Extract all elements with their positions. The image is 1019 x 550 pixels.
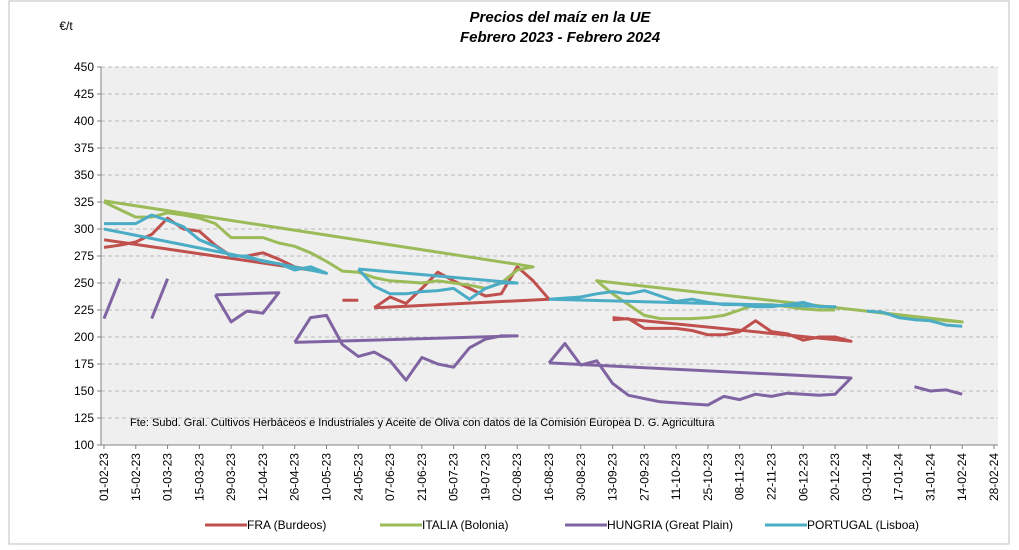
series-line bbox=[914, 385, 963, 396]
x-tick-label: 13-09-23 bbox=[606, 453, 620, 501]
y-tick-label: 125 bbox=[74, 411, 94, 425]
x-tick-label: 06-12-23 bbox=[796, 453, 810, 501]
x-tick-label: 28-02-24 bbox=[987, 453, 1001, 501]
legend-label: PORTUGAL (Lisboa) bbox=[807, 518, 919, 532]
series-line bbox=[548, 289, 837, 309]
series-line bbox=[103, 213, 328, 275]
y-tick-label: 450 bbox=[74, 60, 94, 74]
x-tick-label: 29-03-23 bbox=[224, 453, 238, 501]
chart-title: Precios del maíz en la UE bbox=[470, 9, 652, 26]
x-tick-label: 17-01-24 bbox=[892, 453, 906, 501]
x-tick-label: 08-11-23 bbox=[733, 453, 747, 500]
y-tick-label: 200 bbox=[74, 330, 94, 344]
y-tick-label: 150 bbox=[74, 384, 94, 398]
x-tick-label: 14-02-24 bbox=[955, 453, 969, 501]
series-line bbox=[214, 291, 281, 324]
x-tick-label: 10-05-23 bbox=[320, 453, 334, 501]
x-tick-label: 25-10-23 bbox=[701, 453, 715, 501]
y-tick-label: 100 bbox=[74, 438, 94, 452]
y-tick-label: 325 bbox=[74, 195, 94, 209]
y-tick-label: 175 bbox=[74, 357, 94, 371]
x-tick-label: 22-11-23 bbox=[765, 453, 779, 500]
source-note: Fte: Subd. Gral. Cultivos Herbáceos e In… bbox=[130, 417, 715, 429]
series-line bbox=[866, 309, 963, 328]
y-axis-label: €/t bbox=[59, 19, 73, 33]
x-tick-label: 11-10-23 bbox=[669, 453, 683, 500]
x-tick-label: 21-06-23 bbox=[415, 453, 429, 501]
legend-label: HUNGRIA (Great Plain) bbox=[607, 518, 733, 532]
series-line bbox=[102, 278, 122, 320]
x-tick-label: 01-03-23 bbox=[161, 453, 175, 501]
x-tick-label: 12-04-23 bbox=[256, 453, 270, 501]
y-tick-label: 375 bbox=[74, 141, 94, 155]
y-tick-label: 400 bbox=[74, 114, 94, 128]
series-line bbox=[612, 316, 853, 343]
y-tick-label: 225 bbox=[74, 303, 94, 317]
x-tick-label: 02-08-23 bbox=[510, 453, 524, 501]
x-tick-label: 26-04-23 bbox=[288, 453, 302, 501]
y-tick-label: 275 bbox=[74, 249, 94, 263]
x-tick-label: 03-01-24 bbox=[860, 453, 874, 501]
x-tick-label: 15-03-23 bbox=[192, 453, 206, 501]
series-line bbox=[293, 313, 519, 382]
series-line bbox=[150, 278, 169, 320]
chart-subtitle: Febrero 2023 - Febrero 2024 bbox=[460, 29, 661, 46]
series-line bbox=[373, 265, 551, 310]
x-tick-label: 19-07-23 bbox=[478, 453, 492, 501]
x-tick-label: 27-09-23 bbox=[637, 453, 651, 501]
x-tick-label: 30-08-23 bbox=[574, 453, 588, 501]
series-line bbox=[357, 267, 519, 301]
x-tick-label: 15-02-23 bbox=[129, 453, 143, 501]
x-tick-label: 01-02-23 bbox=[97, 453, 111, 501]
series-line bbox=[547, 342, 853, 407]
y-tick-label: 300 bbox=[74, 222, 94, 236]
legend-label: ITALIA (Bolonia) bbox=[422, 518, 508, 532]
x-tick-label: 20-12-23 bbox=[828, 453, 842, 501]
y-tick-label: 425 bbox=[74, 87, 94, 101]
legend-label: FRA (Burdeos) bbox=[247, 518, 326, 532]
series-line bbox=[103, 199, 535, 290]
x-tick-label: 16-08-23 bbox=[542, 453, 556, 501]
x-tick-label: 05-07-23 bbox=[447, 453, 461, 501]
x-tick-label: 24-05-23 bbox=[351, 453, 365, 501]
y-tick-label: 350 bbox=[74, 168, 94, 182]
x-tick-label: 31-01-24 bbox=[923, 453, 937, 501]
y-tick-label: 250 bbox=[74, 276, 94, 290]
x-tick-label: 07-06-23 bbox=[383, 453, 397, 501]
